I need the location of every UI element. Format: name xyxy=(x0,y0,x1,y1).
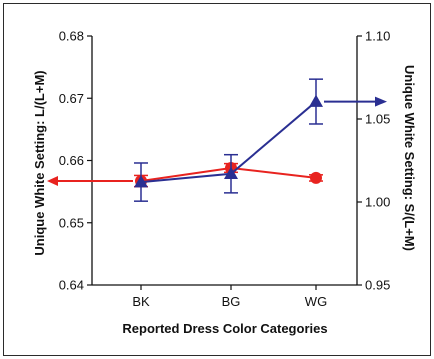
right-tick-label: 0.95 xyxy=(365,278,390,293)
right-tick-label: 1.10 xyxy=(365,29,390,44)
left-axis-title: Unique White Setting: L/(L+M) xyxy=(32,70,47,255)
x-tick-label: WG xyxy=(305,294,327,309)
left-tick-label: 0.64 xyxy=(59,278,84,293)
left-tick-label: 0.67 xyxy=(59,91,84,106)
axes: 0.64 0.65 0.66 0.67 0.68 0.95 1.00 1.05 1.10 BK BG… xyxy=(59,29,391,310)
series-layer xyxy=(47,78,387,202)
data-point-circle xyxy=(310,171,322,184)
right-tick-label: 1.00 xyxy=(365,195,390,210)
right-axis-arrow xyxy=(324,96,387,107)
left-tick-label: 0.65 xyxy=(59,215,84,230)
right-tick-label: 1.05 xyxy=(365,112,390,127)
figure-frame xyxy=(3,3,431,356)
x-axis-title: Reported Dress Color Categories xyxy=(122,321,327,336)
left-tick-label: 0.66 xyxy=(59,153,84,168)
x-tick-label: BG xyxy=(222,294,241,309)
left-tick-label: 0.68 xyxy=(59,29,84,44)
left-axis-arrow xyxy=(47,176,133,187)
arrow-head xyxy=(375,96,387,107)
right-axis-title: Unique White Setting: S/(L+M) xyxy=(402,65,417,251)
data-point-triangle xyxy=(224,166,238,180)
arrow-head xyxy=(47,176,58,187)
x-tick-label: BK xyxy=(132,294,150,309)
data-point-triangle xyxy=(134,175,148,188)
data-point-triangle xyxy=(309,94,323,107)
series-triangle xyxy=(134,78,323,202)
